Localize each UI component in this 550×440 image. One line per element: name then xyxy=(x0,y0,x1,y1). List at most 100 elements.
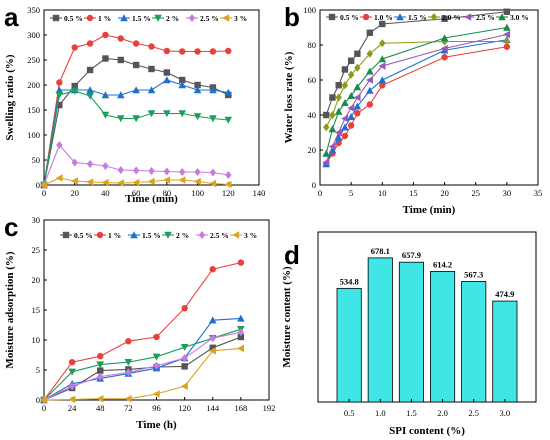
data-point-b-4 xyxy=(440,44,448,53)
data-point-b-0 xyxy=(503,8,511,15)
x-tick-label-c: 120 xyxy=(178,403,191,413)
legend-marker-c-0 xyxy=(62,231,70,239)
bar-3 xyxy=(430,271,456,403)
y-axis-title-c: Moisture adsorption (%) xyxy=(4,251,16,368)
x-tick-label-a: 80 xyxy=(163,188,172,198)
legend-marker-a-2 xyxy=(120,14,128,22)
data-point-b-1 xyxy=(341,132,349,140)
data-point-a-5 xyxy=(70,177,78,185)
data-point-c-3 xyxy=(180,344,189,351)
legend-marker-c-2 xyxy=(130,231,138,239)
data-point-b-3 xyxy=(503,37,511,46)
data-point-b-3 xyxy=(379,39,386,48)
data-point-a-1 xyxy=(102,31,109,39)
data-point-c-5 xyxy=(237,344,245,353)
y-tick-label-a: 100 xyxy=(27,130,40,140)
data-point-c-0 xyxy=(209,344,216,351)
x-tick-label-a: 0 xyxy=(42,188,46,198)
plot-frame-a xyxy=(43,9,260,186)
y-tick-label-a: 300 xyxy=(27,30,40,40)
data-point-a-4 xyxy=(179,168,186,176)
data-point-a-5 xyxy=(132,178,140,187)
data-point-c-3 xyxy=(152,353,161,361)
series-line-c-3 xyxy=(43,328,242,401)
data-point-a-3 xyxy=(178,110,187,118)
data-point-b-5 xyxy=(341,98,349,106)
data-point-c-4 xyxy=(181,354,188,362)
x-axis-title-d: SPI content (%) xyxy=(389,425,465,437)
data-point-a-5 xyxy=(209,179,217,188)
x-tick-label-b: 0 xyxy=(318,188,322,198)
chart-a: 0 20 40 60 80 100 120 140 0 50 100 150 200 250 300 350 T… xyxy=(4,5,265,205)
bar-2 xyxy=(398,261,424,403)
x-tick-label-c: 48 xyxy=(96,403,105,413)
data-point-a-3 xyxy=(70,87,79,95)
data-point-b-2 xyxy=(334,133,343,141)
data-point-b-5 xyxy=(440,34,449,42)
data-point-b-1 xyxy=(354,110,361,117)
x-axis-title-b: Time (min) xyxy=(403,204,456,216)
data-point-c-5 xyxy=(68,395,76,404)
y-tick-label-b: 80 xyxy=(308,40,317,50)
legend-marker-c-4 xyxy=(198,231,206,239)
data-point-a-0 xyxy=(163,69,171,76)
legend-label-a-2: 1.5 % xyxy=(132,14,151,23)
x-tick-label-c: 168 xyxy=(235,403,248,413)
data-point-a-4 xyxy=(132,166,140,175)
data-point-c-5 xyxy=(124,395,132,403)
data-point-a-3 xyxy=(224,116,233,124)
x-tick-label-c: 24 xyxy=(68,403,77,413)
data-point-b-4 xyxy=(503,30,511,39)
legend-marker-c-5 xyxy=(232,231,240,239)
data-point-b-3 xyxy=(354,63,361,72)
data-point-a-5 xyxy=(224,180,232,189)
legend-label-c-3: 2 % xyxy=(176,231,189,240)
series-line-b-5 xyxy=(325,26,507,154)
data-point-a-4 xyxy=(56,141,63,149)
legend-label-b-4: 2.5 % xyxy=(476,13,495,22)
y-tick-label-b: 40 xyxy=(308,110,317,120)
data-point-a-2 xyxy=(116,91,125,99)
data-point-a-1 xyxy=(179,48,186,55)
data-point-a-3 xyxy=(209,115,217,123)
data-point-c-5 xyxy=(180,382,188,390)
legend-label-b-2: 1.5 % xyxy=(408,13,427,22)
chart-c: 0 24 48 72 96 120 144 168 192 0 5 10 15 20 25 30 Time (h… xyxy=(4,215,275,431)
data-point-b-4 xyxy=(341,114,349,123)
x-tick-label-b: 10 xyxy=(378,188,387,198)
data-point-a-0 xyxy=(117,56,124,64)
bar-value-label-3: 614.2 xyxy=(433,259,452,269)
y-tick-label-c: 20 xyxy=(32,275,41,285)
y-axis-title-b: Water loss rate (%) xyxy=(283,51,295,143)
data-point-a-4 xyxy=(209,168,217,177)
data-point-a-2 xyxy=(132,86,140,94)
data-point-c-4 xyxy=(68,382,76,391)
legend-marker-a-3 xyxy=(154,14,162,22)
data-point-c-3 xyxy=(68,368,76,376)
data-point-b-4 xyxy=(347,104,355,112)
y-tick-label-b: 60 xyxy=(308,75,317,85)
legend-marker-c-3 xyxy=(164,231,172,239)
data-point-b-3 xyxy=(366,49,374,58)
series-line-c-1 xyxy=(43,262,242,401)
data-point-a-3 xyxy=(55,91,64,99)
data-point-b-2 xyxy=(366,86,374,94)
series-line-b-3 xyxy=(325,40,507,128)
data-point-c-0 xyxy=(237,333,245,341)
data-point-b-1 xyxy=(503,43,511,50)
data-point-b-0 xyxy=(323,111,330,119)
data-point-a-5 xyxy=(193,177,201,186)
data-point-b-5 xyxy=(322,149,331,157)
bar-value-label-0: 534.8 xyxy=(340,276,359,286)
chart-b: 0 5 10 15 20 25 30 35 0 20 40 60 80 100 Time (min) Wate… xyxy=(283,5,542,216)
y-tick-label-c: 25 xyxy=(32,245,41,255)
legend-marker-a-4 xyxy=(188,14,196,22)
x-tick-label-a: 20 xyxy=(70,188,79,198)
data-point-a-2 xyxy=(163,76,171,84)
legend-marker-b-0 xyxy=(328,13,336,21)
data-point-a-3 xyxy=(116,115,125,123)
data-point-a-1 xyxy=(163,47,171,55)
bar-1 xyxy=(367,257,393,403)
x-tick-label-b: 5 xyxy=(349,188,353,198)
